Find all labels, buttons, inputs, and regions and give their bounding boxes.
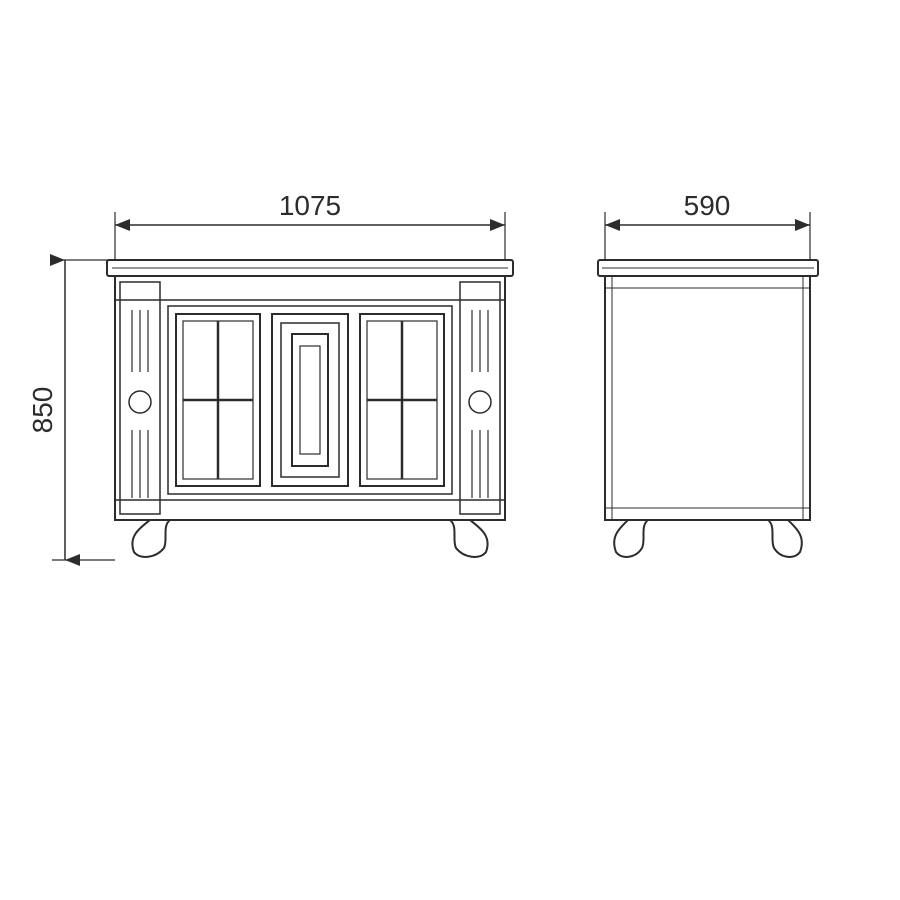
pilaster-left: [120, 282, 160, 514]
door-left: [176, 314, 260, 486]
door-center: [272, 314, 348, 486]
technical-drawing: 1075 850: [0, 0, 900, 900]
pilaster-right: [460, 282, 500, 514]
door-right: [360, 314, 444, 486]
front-legs: [115, 520, 488, 560]
side-view: 590: [598, 190, 818, 557]
dim-width-label: 1075: [279, 190, 341, 221]
dim-height-label: 850: [27, 387, 58, 434]
dim-depth-label: 590: [684, 190, 731, 221]
front-view: 1075 850: [27, 190, 513, 560]
